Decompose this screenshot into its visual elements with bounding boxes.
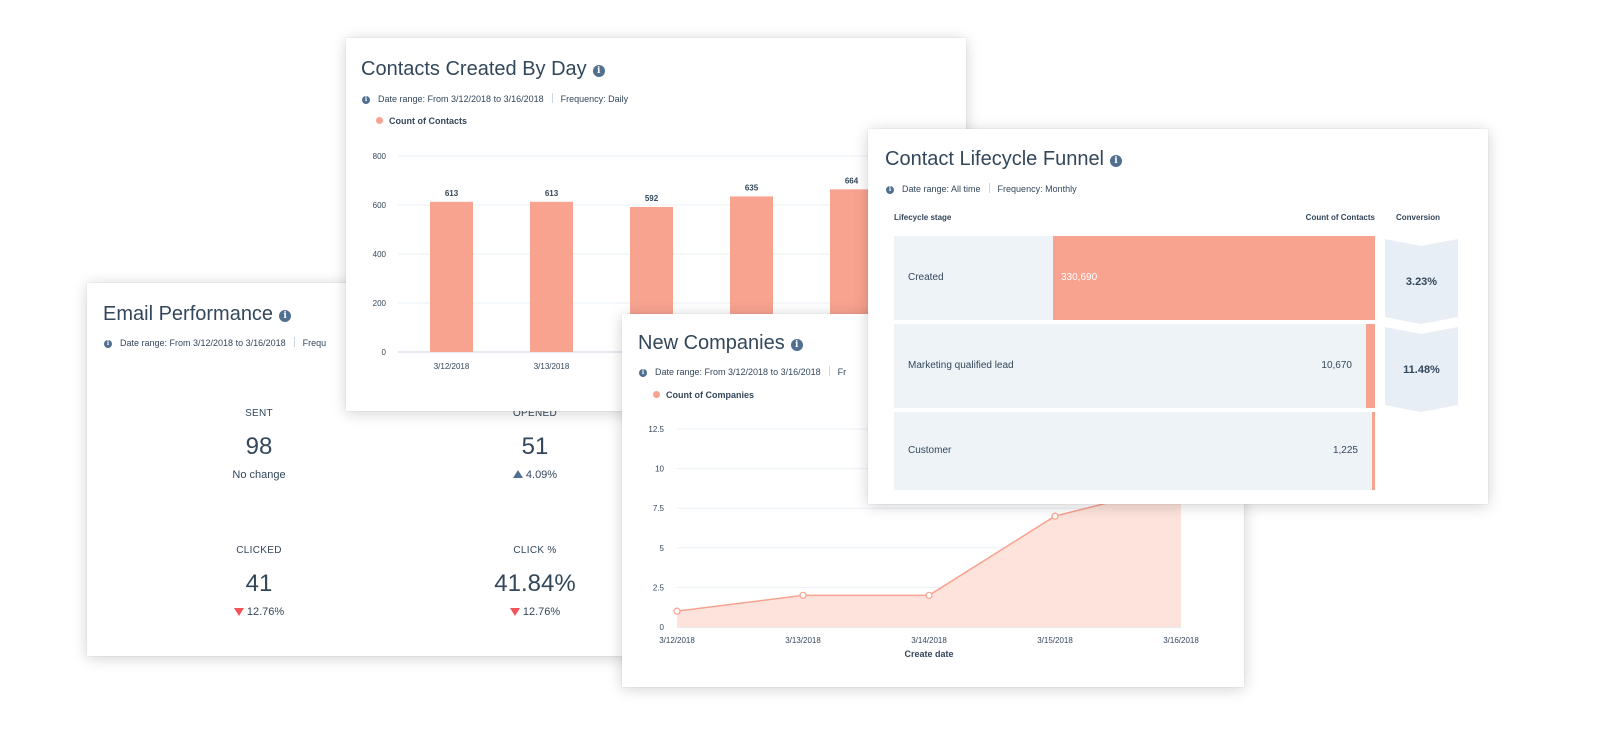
data-label: 635 [745,183,759,192]
col-header-conversion: Conversion [1396,213,1441,222]
y-tick-label: 5 [660,544,665,553]
bar [530,201,573,352]
companies-area-chart: 0 2.5 5 7.5 10 12.5 3/12/2018 3/13/2018 3/14/201… [648,425,1199,659]
contacts-by-day-title: Contacts Created By Day i [361,58,605,81]
legend-swatch [653,391,660,398]
funnel-count-label: 1,225 [1332,445,1358,456]
area-fill [677,484,1181,627]
funnel-count-label: 330,690 [1061,272,1098,283]
funnel-count-label: 10,670 [1321,360,1352,371]
y-tick-label: 0 [382,348,387,357]
info-icon[interactable]: i [279,310,292,322]
email-performance-meta: i Date range: From 3/12/2018 to 3/16/2018… [104,337,326,348]
x-tick-label: 3/14/2018 [911,636,947,645]
x-tick-label: 3/12/2018 [659,636,695,645]
info-icon: i [886,186,894,194]
divider [988,183,990,193]
funnel-stage-label: Marketing qualified lead [908,360,1014,371]
divider [828,366,830,376]
chevron-shape [1385,327,1458,412]
kpi-clicked: CLICKED 41 12.76% [159,545,359,618]
new-companies-meta: i Date range: From 3/12/2018 to 3/16/2018… [639,366,846,377]
kpi-sent: SENT 98 No change [232,408,286,481]
y-tick-label: 7.5 [653,504,665,513]
chevron-shape [1385,239,1458,324]
funnel-stage-label: Customer [908,445,952,456]
new-companies-title: New Companies i [638,332,803,355]
info-icon: i [362,96,370,104]
data-label: 664 [845,176,859,185]
info-icon: i [639,369,647,377]
data-label: 592 [645,194,659,203]
y-tick-label: 200 [373,299,387,308]
trend-down-icon [233,608,244,616]
conversion-chevron: 11.48% [1385,327,1458,412]
funnel-card: Contact Lifecycle Funnel i i Date range: A… [868,129,1488,504]
info-icon[interactable]: i [1110,155,1123,167]
y-tick-label: 800 [373,152,387,161]
contacts-by-day-meta: i Date range: From 3/12/2018 to 3/16/2018… [362,93,628,104]
companies-legend[interactable]: Count of Companies [653,390,754,400]
data-point [925,591,933,599]
contacts-legend[interactable]: Count of Contacts [376,116,467,126]
funnel-row-mql[interactable]: Marketing qualified lead 10,670 [894,324,1375,408]
y-tick-label: 10 [655,465,664,474]
y-tick-label: 0 [660,623,665,632]
funnel-stage-label: Created [908,272,944,283]
col-header-stage: Lifecycle stage [894,213,952,222]
data-point [673,607,681,615]
bar [430,201,473,352]
divider [293,337,295,347]
funnel-row-created[interactable]: Created 330,690 [894,236,1375,320]
x-tick-label: 3/16/2018 [1163,636,1199,645]
info-icon[interactable]: i [790,339,803,351]
data-point [799,591,807,599]
data-label: 613 [445,189,459,198]
x-tick-label: 3/13/2018 [534,362,570,371]
x-tick-label: 3/12/2018 [434,362,470,371]
legend-swatch [376,117,383,124]
funnel-row-customer[interactable]: Customer 1,225 [894,412,1375,490]
funnel-bar [1053,236,1375,320]
x-axis-title: Create date [904,649,953,659]
conversion-value: 11.48% [1403,364,1440,376]
conversion-chevron: 3.23% [1385,239,1458,324]
x-tick-label: 3/13/2018 [785,636,821,645]
y-tick-label: 600 [373,201,387,210]
email-performance-title: Email Performance i [103,303,292,326]
info-icon[interactable]: i [592,65,605,77]
funnel-meta: i Date range: All time Frequency: Monthly [886,183,1077,194]
x-tick-label: 3/15/2018 [1037,636,1073,645]
funnel-title: Contact Lifecycle Funnel i [885,148,1123,171]
trend-up-icon [512,470,523,478]
funnel-bar [1372,412,1375,490]
conversion-value: 3.23% [1405,276,1438,288]
data-label: 613 [545,189,559,198]
data-point [1051,512,1059,520]
kpi-opened: OPENED 51 4.09% [512,408,558,481]
y-tick-label: 400 [373,250,387,259]
funnel-bar [1366,324,1375,408]
divider [551,93,553,103]
y-tick-label: 12.5 [648,425,664,434]
info-icon: i [104,340,112,348]
col-header-count: Count of Contacts [1305,213,1375,222]
trend-down-icon [509,608,520,616]
kpi-click-rate: CLICK % 41.84% 12.76% [494,545,576,618]
y-tick-label: 2.5 [653,583,665,592]
